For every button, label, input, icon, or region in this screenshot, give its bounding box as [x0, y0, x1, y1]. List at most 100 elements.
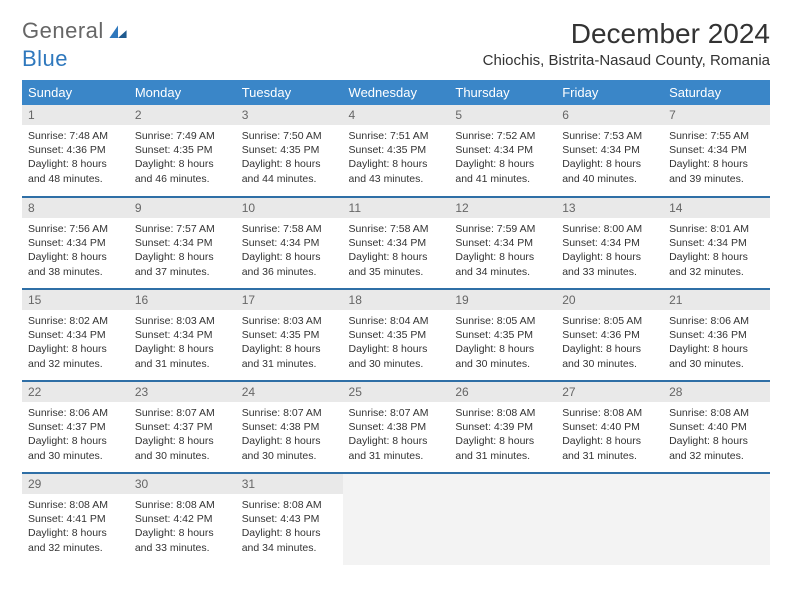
day-details: Sunrise: 8:08 AMSunset: 4:43 PMDaylight:… [236, 494, 343, 561]
calendar-day-cell: 8Sunrise: 7:56 AMSunset: 4:34 PMDaylight… [22, 197, 129, 289]
calendar-empty-cell [663, 473, 770, 565]
day-details: Sunrise: 8:08 AMSunset: 4:41 PMDaylight:… [22, 494, 129, 561]
day-details: Sunrise: 7:50 AMSunset: 4:35 PMDaylight:… [236, 125, 343, 192]
day-number: 28 [663, 382, 770, 402]
day-details: Sunrise: 8:08 AMSunset: 4:40 PMDaylight:… [556, 402, 663, 469]
day-details: Sunrise: 8:08 AMSunset: 4:42 PMDaylight:… [129, 494, 236, 561]
weekday-header-row: Sunday Monday Tuesday Wednesday Thursday… [22, 80, 770, 105]
day-number: 8 [22, 198, 129, 218]
day-details: Sunrise: 7:52 AMSunset: 4:34 PMDaylight:… [449, 125, 556, 192]
calendar-day-cell: 17Sunrise: 8:03 AMSunset: 4:35 PMDayligh… [236, 289, 343, 381]
calendar-empty-cell [343, 473, 450, 565]
calendar-day-cell: 10Sunrise: 7:58 AMSunset: 4:34 PMDayligh… [236, 197, 343, 289]
weekday-thursday: Thursday [449, 80, 556, 105]
calendar-day-cell: 16Sunrise: 8:03 AMSunset: 4:34 PMDayligh… [129, 289, 236, 381]
calendar-day-cell: 18Sunrise: 8:04 AMSunset: 4:35 PMDayligh… [343, 289, 450, 381]
day-number: 12 [449, 198, 556, 218]
day-details: Sunrise: 7:51 AMSunset: 4:35 PMDaylight:… [343, 125, 450, 192]
day-details: Sunrise: 8:03 AMSunset: 4:34 PMDaylight:… [129, 310, 236, 377]
logo-text-blue: Blue [22, 46, 68, 71]
calendar-day-cell: 24Sunrise: 8:07 AMSunset: 4:38 PMDayligh… [236, 381, 343, 473]
calendar-empty-cell [556, 473, 663, 565]
calendar-day-cell: 2Sunrise: 7:49 AMSunset: 4:35 PMDaylight… [129, 105, 236, 197]
day-details: Sunrise: 7:59 AMSunset: 4:34 PMDaylight:… [449, 218, 556, 285]
calendar-day-cell: 19Sunrise: 8:05 AMSunset: 4:35 PMDayligh… [449, 289, 556, 381]
weekday-friday: Friday [556, 80, 663, 105]
weekday-tuesday: Tuesday [236, 80, 343, 105]
calendar-week-row: 22Sunrise: 8:06 AMSunset: 4:37 PMDayligh… [22, 381, 770, 473]
day-details: Sunrise: 8:03 AMSunset: 4:35 PMDaylight:… [236, 310, 343, 377]
calendar-week-row: 29Sunrise: 8:08 AMSunset: 4:41 PMDayligh… [22, 473, 770, 565]
calendar-day-cell: 23Sunrise: 8:07 AMSunset: 4:37 PMDayligh… [129, 381, 236, 473]
day-number: 10 [236, 198, 343, 218]
calendar-day-cell: 22Sunrise: 8:06 AMSunset: 4:37 PMDayligh… [22, 381, 129, 473]
day-details: Sunrise: 8:08 AMSunset: 4:39 PMDaylight:… [449, 402, 556, 469]
day-number: 26 [449, 382, 556, 402]
calendar-table: Sunday Monday Tuesday Wednesday Thursday… [22, 80, 770, 565]
calendar-day-cell: 4Sunrise: 7:51 AMSunset: 4:35 PMDaylight… [343, 105, 450, 197]
day-number: 24 [236, 382, 343, 402]
calendar-day-cell: 21Sunrise: 8:06 AMSunset: 4:36 PMDayligh… [663, 289, 770, 381]
calendar-body: 1Sunrise: 7:48 AMSunset: 4:36 PMDaylight… [22, 105, 770, 565]
day-number: 5 [449, 105, 556, 125]
day-details: Sunrise: 8:07 AMSunset: 4:37 PMDaylight:… [129, 402, 236, 469]
calendar-day-cell: 27Sunrise: 8:08 AMSunset: 4:40 PMDayligh… [556, 381, 663, 473]
calendar-day-cell: 15Sunrise: 8:02 AMSunset: 4:34 PMDayligh… [22, 289, 129, 381]
day-number: 4 [343, 105, 450, 125]
day-number: 14 [663, 198, 770, 218]
title-block: December 2024 Chiochis, Bistrita-Nasaud … [483, 18, 770, 69]
calendar-day-cell: 26Sunrise: 8:08 AMSunset: 4:39 PMDayligh… [449, 381, 556, 473]
day-number: 22 [22, 382, 129, 402]
calendar-day-cell: 6Sunrise: 7:53 AMSunset: 4:34 PMDaylight… [556, 105, 663, 197]
day-number: 9 [129, 198, 236, 218]
day-details: Sunrise: 8:06 AMSunset: 4:37 PMDaylight:… [22, 402, 129, 469]
day-details: Sunrise: 8:01 AMSunset: 4:34 PMDaylight:… [663, 218, 770, 285]
calendar-week-row: 1Sunrise: 7:48 AMSunset: 4:36 PMDaylight… [22, 105, 770, 197]
calendar-day-cell: 29Sunrise: 8:08 AMSunset: 4:41 PMDayligh… [22, 473, 129, 565]
day-number: 16 [129, 290, 236, 310]
day-number: 1 [22, 105, 129, 125]
day-details: Sunrise: 7:58 AMSunset: 4:34 PMDaylight:… [236, 218, 343, 285]
day-number: 27 [556, 382, 663, 402]
weekday-saturday: Saturday [663, 80, 770, 105]
day-details: Sunrise: 7:58 AMSunset: 4:34 PMDaylight:… [343, 218, 450, 285]
calendar-day-cell: 28Sunrise: 8:08 AMSunset: 4:40 PMDayligh… [663, 381, 770, 473]
day-details: Sunrise: 7:56 AMSunset: 4:34 PMDaylight:… [22, 218, 129, 285]
day-details: Sunrise: 8:05 AMSunset: 4:35 PMDaylight:… [449, 310, 556, 377]
calendar-day-cell: 11Sunrise: 7:58 AMSunset: 4:34 PMDayligh… [343, 197, 450, 289]
weekday-sunday: Sunday [22, 80, 129, 105]
day-number: 2 [129, 105, 236, 125]
calendar-day-cell: 9Sunrise: 7:57 AMSunset: 4:34 PMDaylight… [129, 197, 236, 289]
calendar-week-row: 8Sunrise: 7:56 AMSunset: 4:34 PMDaylight… [22, 197, 770, 289]
day-number: 21 [663, 290, 770, 310]
calendar-day-cell: 7Sunrise: 7:55 AMSunset: 4:34 PMDaylight… [663, 105, 770, 197]
calendar-empty-cell [449, 473, 556, 565]
day-number: 30 [129, 474, 236, 494]
day-number: 17 [236, 290, 343, 310]
calendar-week-row: 15Sunrise: 8:02 AMSunset: 4:34 PMDayligh… [22, 289, 770, 381]
calendar-day-cell: 13Sunrise: 8:00 AMSunset: 4:34 PMDayligh… [556, 197, 663, 289]
day-number: 31 [236, 474, 343, 494]
logo-mark-icon [108, 18, 128, 44]
day-details: Sunrise: 8:00 AMSunset: 4:34 PMDaylight:… [556, 218, 663, 285]
day-details: Sunrise: 8:05 AMSunset: 4:36 PMDaylight:… [556, 310, 663, 377]
day-number: 11 [343, 198, 450, 218]
calendar-day-cell: 1Sunrise: 7:48 AMSunset: 4:36 PMDaylight… [22, 105, 129, 197]
month-title: December 2024 [483, 18, 770, 50]
calendar-day-cell: 5Sunrise: 7:52 AMSunset: 4:34 PMDaylight… [449, 105, 556, 197]
day-number: 25 [343, 382, 450, 402]
day-number: 6 [556, 105, 663, 125]
day-details: Sunrise: 8:04 AMSunset: 4:35 PMDaylight:… [343, 310, 450, 377]
weekday-wednesday: Wednesday [343, 80, 450, 105]
location-text: Chiochis, Bistrita-Nasaud County, Romani… [483, 52, 770, 69]
logo-text-general: General [22, 18, 104, 43]
day-number: 20 [556, 290, 663, 310]
logo: General Blue [22, 18, 128, 72]
day-details: Sunrise: 7:48 AMSunset: 4:36 PMDaylight:… [22, 125, 129, 192]
day-number: 18 [343, 290, 450, 310]
day-details: Sunrise: 8:06 AMSunset: 4:36 PMDaylight:… [663, 310, 770, 377]
day-number: 19 [449, 290, 556, 310]
day-details: Sunrise: 7:49 AMSunset: 4:35 PMDaylight:… [129, 125, 236, 192]
day-number: 23 [129, 382, 236, 402]
day-details: Sunrise: 7:57 AMSunset: 4:34 PMDaylight:… [129, 218, 236, 285]
